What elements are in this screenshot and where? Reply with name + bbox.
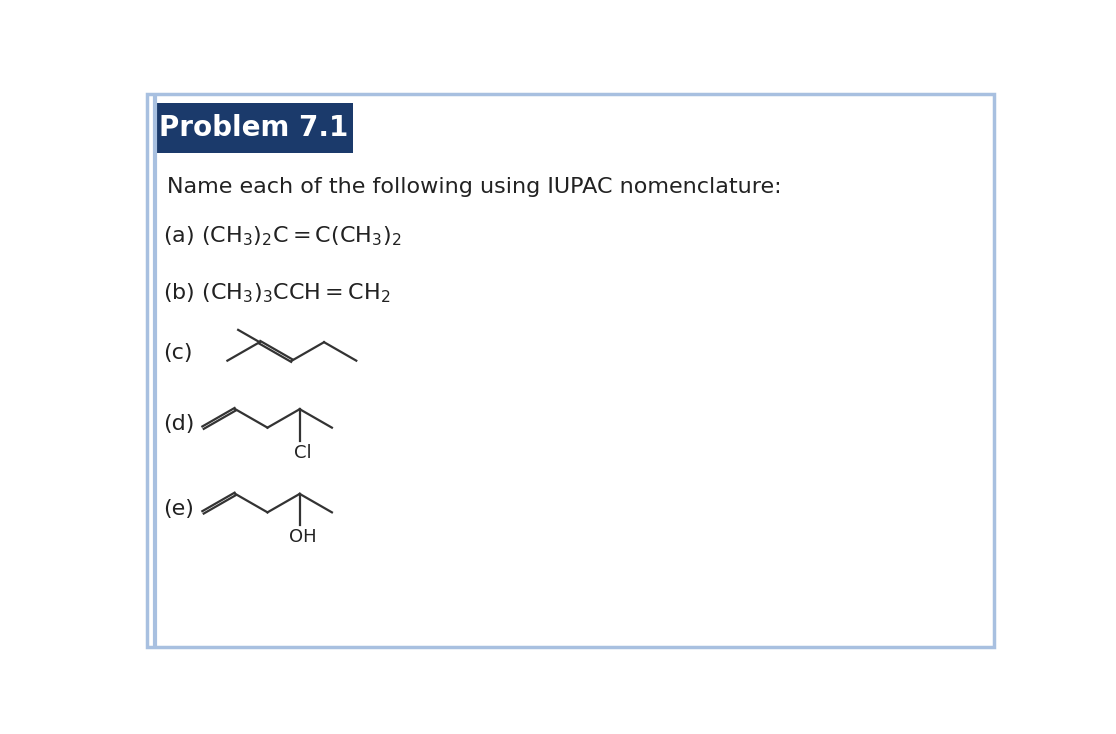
Text: OH: OH bbox=[289, 528, 317, 546]
Text: Name each of the following using IUPAC nomenclature:: Name each of the following using IUPAC n… bbox=[166, 178, 781, 197]
FancyBboxPatch shape bbox=[147, 94, 993, 647]
Text: (b) $\mathregular{(CH_3)_3CCH{=}CH_2}$: (b) $\mathregular{(CH_3)_3CCH{=}CH_2}$ bbox=[163, 281, 391, 305]
Text: (c): (c) bbox=[163, 343, 192, 363]
Text: (d): (d) bbox=[163, 414, 194, 434]
Text: (a) $\mathregular{(CH_3)_2C{=}C(CH_3)_2}$: (a) $\mathregular{(CH_3)_2C{=}C(CH_3)_2}… bbox=[163, 224, 401, 247]
FancyBboxPatch shape bbox=[155, 103, 353, 153]
Text: Cl: Cl bbox=[294, 443, 311, 462]
Text: (e): (e) bbox=[163, 498, 193, 518]
Text: Problem 7.1: Problem 7.1 bbox=[160, 114, 348, 142]
